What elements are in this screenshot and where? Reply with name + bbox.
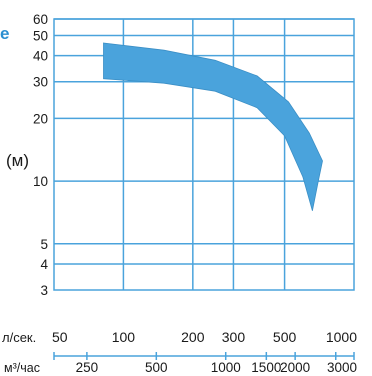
performance-band [103,42,323,211]
y-tick-label: 20 [33,111,48,126]
cut-label: e [0,24,9,43]
y-tick-label: 5 [40,237,48,252]
x-tick-label-m3h: 1000 [211,360,241,375]
x-tick-label-m3h: 1500 [251,360,281,375]
y-tick-label: 4 [40,257,48,272]
x-tick-label-lps: 100 [112,329,136,345]
x-tick-label-m3h: 250 [76,360,99,375]
x-tick-label-lps: 200 [181,329,205,345]
x-axis-lps: л/сек. 50 100 200 300 500 1000 [2,329,357,345]
y-tick-label: 60 [33,12,48,27]
y-tick-label: 3 [40,283,48,298]
y-tick-label: 40 [33,49,48,64]
y-tick-label: 30 [33,75,48,90]
x-tick-label-lps: 1000 [326,329,357,345]
y-tick-label: 10 [33,174,48,189]
x-tick-label-m3h: 2000 [280,360,310,375]
x-tick-label-m3h: 3000 [327,360,357,375]
x-tick-label-lps: 500 [273,329,297,345]
x-tick-label-lps: 50 [52,329,68,345]
x-axis-m3h-unit-label: м³/час [4,361,40,375]
y-axis-label: (м) [6,151,29,170]
x-tick-label-lps: 300 [222,329,246,345]
plot-grid [53,18,355,291]
x-axis-lps-unit-label: л/сек. [2,330,36,345]
y-tick-label: 50 [33,28,48,43]
x-tick-label-m3h: 500 [145,360,168,375]
